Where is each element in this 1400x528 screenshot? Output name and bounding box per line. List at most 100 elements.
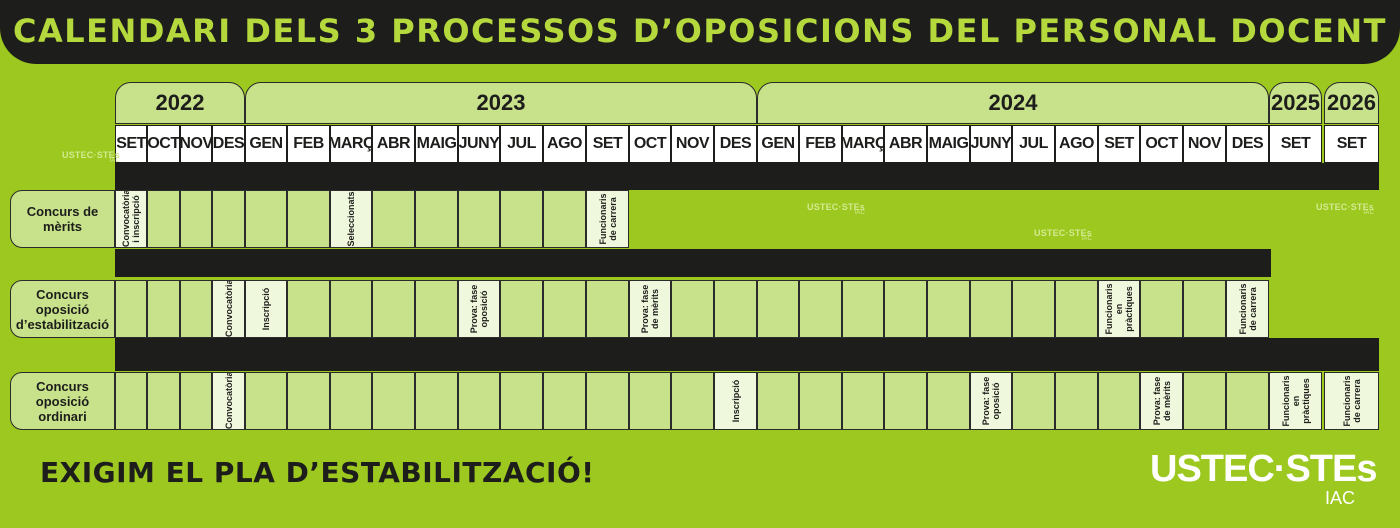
milestone-cell: Prova: fase oposició	[970, 372, 1012, 430]
month-cell	[586, 280, 629, 338]
month-cell	[970, 280, 1012, 338]
month-header: GEN	[757, 125, 799, 163]
month-header: GEN	[245, 125, 287, 163]
month-header: DES	[1226, 125, 1269, 163]
month-cell	[500, 280, 543, 338]
month-cell	[415, 280, 458, 338]
month-cell	[799, 372, 842, 430]
logo-subtitle: IAC	[1325, 488, 1356, 508]
month-header: JUNY	[458, 125, 500, 163]
month-cell	[842, 280, 884, 338]
month-header: OCT	[629, 125, 671, 163]
process-label: Concurs de mèrits	[10, 190, 115, 248]
month-cell	[884, 372, 927, 430]
month-cell	[330, 372, 372, 430]
milestone-label: Convocatòria	[223, 280, 234, 337]
milestone-label: Seleccionats	[346, 191, 356, 247]
milestone-cell: Prova: fase oposició	[458, 280, 500, 338]
watermark-logo: USTEC·STEs IAC	[1316, 202, 1374, 216]
month-header: DES	[714, 125, 757, 163]
watermark-logo: USTEC·STEs IAC	[62, 150, 120, 164]
page-title: CALENDARI DELS 3 PROCESSOS D’OPOSICIONS …	[13, 12, 1387, 50]
milestone-label: Prova: fase oposició	[981, 376, 1001, 426]
month-header: FEB	[287, 125, 330, 163]
month-header: NOV	[671, 125, 714, 163]
milestone-cell: Convocatòria	[212, 372, 245, 430]
process-label: Concurs oposició ordinari	[10, 372, 115, 430]
milestone-label: Funcionaris en pràctiques	[1104, 283, 1134, 335]
milestone-label: Funcionaris de carrera	[597, 193, 618, 245]
watermark-text: USTEC·STEs	[1316, 202, 1375, 212]
month-cell	[842, 372, 884, 430]
month-cell	[543, 372, 586, 430]
month-cell	[500, 372, 543, 430]
year-header-2026: 2026	[1324, 82, 1379, 124]
process-label: Concurs oposició d’estabilització	[10, 280, 115, 338]
watermark-subtitle: IAC	[109, 158, 121, 164]
month-cell	[1055, 372, 1098, 430]
year-header-2024: 2024	[757, 82, 1269, 124]
month-header: AGO	[543, 125, 586, 163]
month-header: JUL	[500, 125, 543, 163]
title-bar: CALENDARI DELS 3 PROCESSOS D’OPOSICIONS …	[0, 0, 1400, 64]
month-cell	[415, 372, 458, 430]
watermark-text: USTEC·STEs	[62, 150, 121, 160]
month-cell	[180, 280, 212, 338]
watermark-logo: USTEC·STEs IAC	[807, 202, 865, 216]
month-cell	[757, 372, 799, 430]
milestone-label: Inscripció	[261, 287, 271, 331]
month-cell	[1226, 372, 1269, 430]
month-cell	[147, 280, 180, 338]
watermark-subtitle: IAC	[1363, 210, 1375, 216]
month-cell	[115, 280, 147, 338]
month-cell	[245, 190, 287, 248]
timeline-separator	[115, 249, 1271, 277]
milestone-label: Funcionaris de carrera	[1341, 375, 1362, 427]
month-header: OCT	[1140, 125, 1183, 163]
milestone-label: Convocatòria	[223, 372, 234, 429]
month-cell	[415, 190, 458, 248]
month-cell	[1012, 372, 1055, 430]
month-cell	[927, 372, 970, 430]
month-cell	[115, 372, 147, 430]
watermark-subtitle: IAC	[854, 210, 866, 216]
year-header-2022: 2022	[115, 82, 245, 124]
month-header: MAIG	[415, 125, 458, 163]
month-header: SET	[1324, 125, 1379, 163]
month-header: MAIG	[927, 125, 970, 163]
milestone-cell: Convocatòria	[212, 280, 245, 338]
month-cell	[1012, 280, 1055, 338]
month-cell	[458, 190, 500, 248]
milestone-cell: Inscripció	[714, 372, 757, 430]
month-header: MARÇ	[330, 125, 372, 163]
timeline-separator	[115, 163, 1379, 190]
month-cell	[543, 190, 586, 248]
milestone-label: Inscripció	[730, 379, 741, 423]
milestone-cell: Funcionaris de carrera	[1324, 372, 1379, 430]
month-cell	[671, 280, 714, 338]
month-header: SET	[586, 125, 629, 163]
month-cell	[500, 190, 543, 248]
month-header: JUNY	[970, 125, 1012, 163]
month-header: OCT	[147, 125, 180, 163]
month-header: NOV	[1183, 125, 1226, 163]
milestone-label: Prova: fase oposició	[469, 284, 489, 334]
month-cell	[1140, 280, 1183, 338]
month-cell	[180, 372, 212, 430]
month-cell	[372, 190, 415, 248]
slogan: EXIGIM EL PLA D’ESTABILITZACIÓ!	[40, 456, 595, 489]
milestone-label: Prova: fase de mèrits	[1151, 376, 1172, 426]
month-header: JUL	[1012, 125, 1055, 163]
month-cell	[629, 372, 671, 430]
month-header: SET	[1098, 125, 1140, 163]
milestone-cell: Seleccionats	[330, 190, 372, 248]
month-cell	[147, 372, 180, 430]
month-cell	[799, 280, 842, 338]
watermark-text: USTEC·STEs	[1034, 228, 1093, 238]
month-header: MARÇ	[842, 125, 884, 163]
milestone-cell: Inscripció	[245, 280, 287, 338]
month-cell	[757, 280, 799, 338]
month-cell	[372, 280, 415, 338]
month-cell	[884, 280, 927, 338]
milestone-cell: Prova: fase de mèrits	[629, 280, 671, 338]
